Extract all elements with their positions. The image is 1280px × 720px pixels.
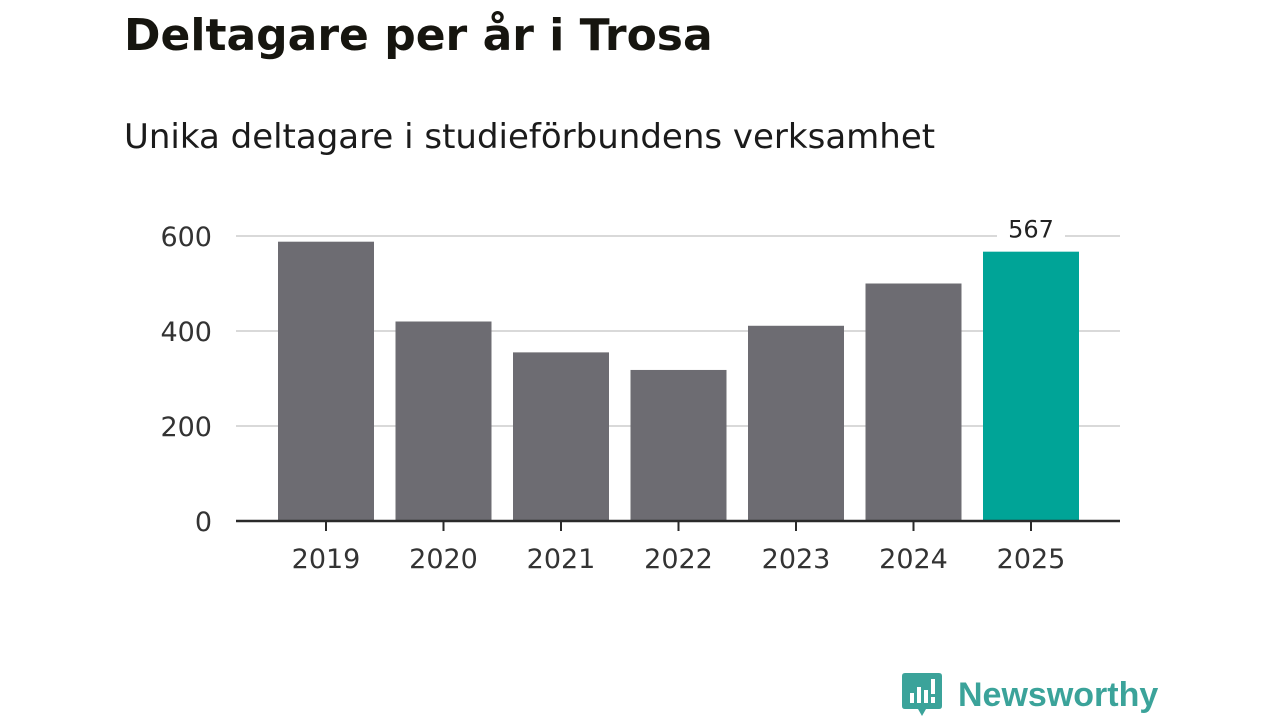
bar-2019: [278, 241, 374, 521]
y-tick-label: 0: [195, 507, 212, 538]
chart-subtitle: Unika deltagare i studieförbundens verks…: [124, 117, 936, 157]
logo-wordmark: Newsworthy: [958, 676, 1159, 714]
bar-chart-icon: [902, 673, 942, 716]
bar-2024: [865, 283, 962, 521]
y-tick-label: 600: [160, 222, 212, 253]
chart-title: Deltagare per år i Trosa: [124, 10, 713, 61]
bar-2023: [748, 325, 844, 521]
x-tick-label: 2020: [409, 544, 478, 575]
bar-2021: [513, 352, 609, 521]
y-tick-label: 200: [160, 412, 212, 443]
data-label-halo: [997, 213, 1065, 244]
x-tick-label: 2019: [292, 544, 361, 575]
x-tick-label: 2022: [644, 544, 713, 575]
bars: [278, 241, 1079, 522]
x-tick-label: 2025: [997, 544, 1066, 575]
bar-2020: [395, 321, 492, 521]
data-label: 567: [1008, 216, 1054, 244]
newsworthy-logo: Newsworthy: [902, 670, 1158, 720]
bar-2022: [630, 369, 727, 521]
bar-2025: [983, 251, 1079, 522]
axes: [236, 519, 1120, 531]
y-tick-label: 400: [160, 317, 212, 348]
x-tick-label: 2023: [762, 544, 831, 575]
x-tick-label: 2024: [879, 544, 948, 575]
x-tick-label: 2021: [527, 544, 596, 575]
labels: 0 200 400 600 2019 2020 2021 2022 2023 2024 2025 56…: [160, 213, 1066, 575]
